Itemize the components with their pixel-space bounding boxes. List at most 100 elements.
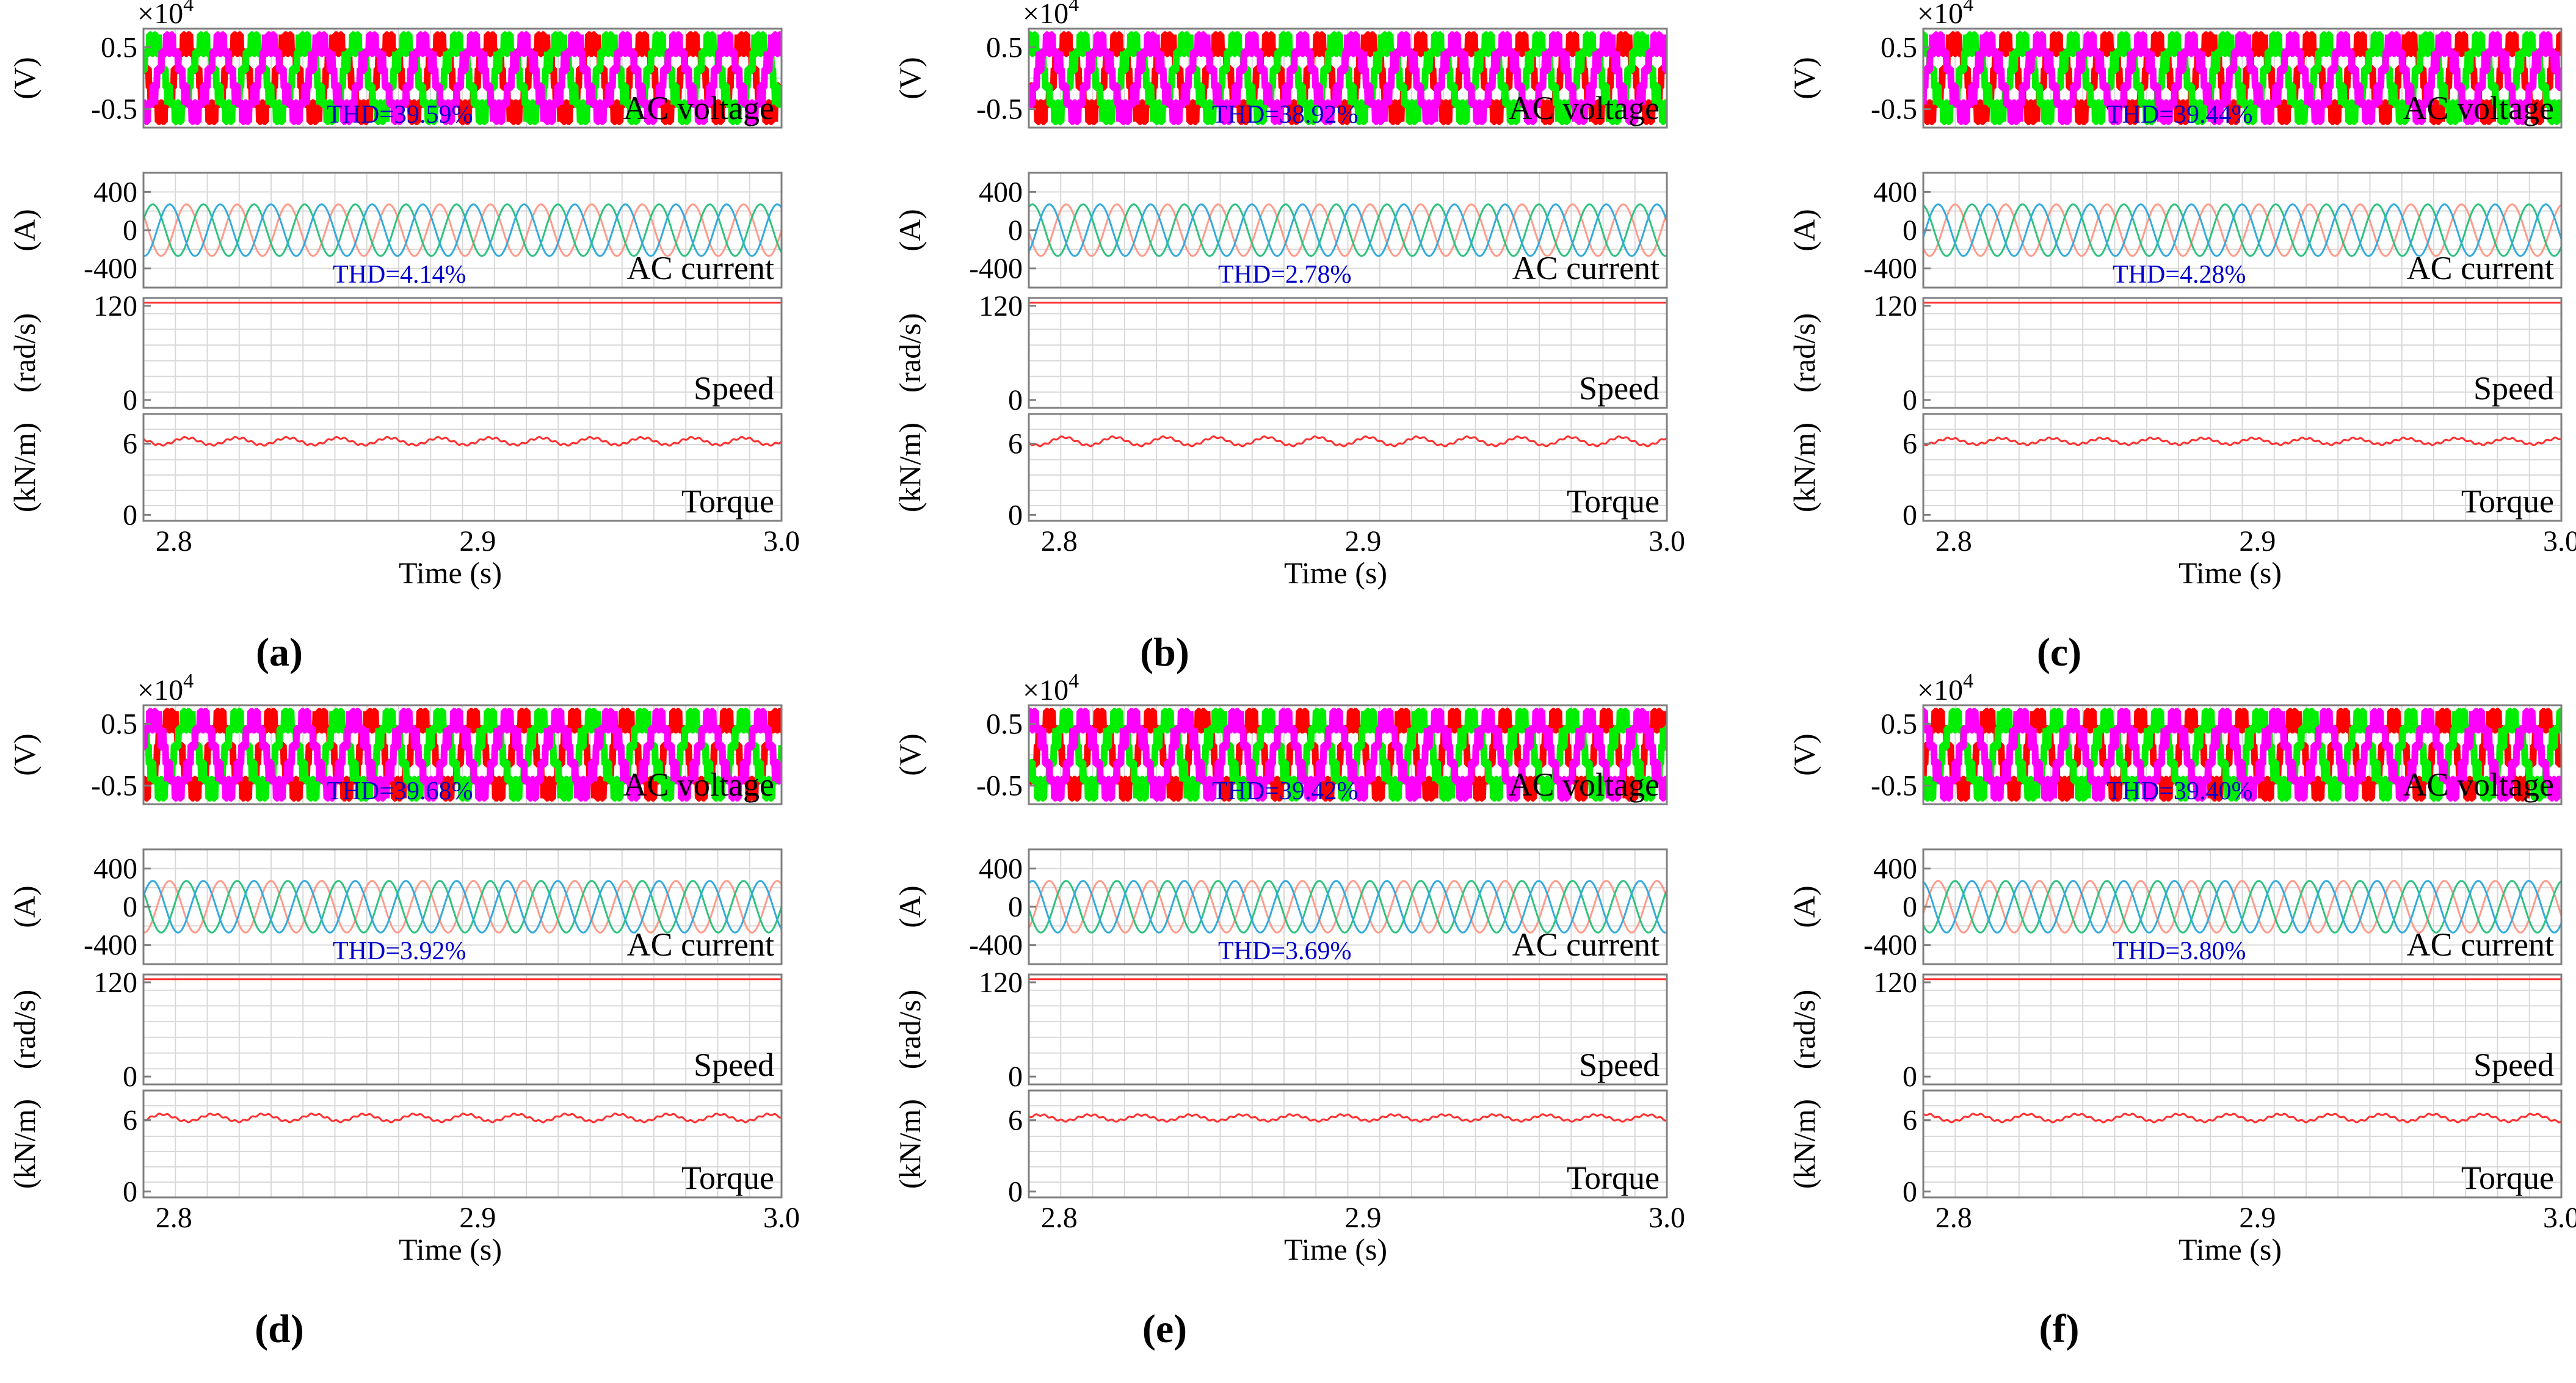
y-tick-label: -0.5	[1871, 93, 1917, 126]
y-axis-label: (A)	[7, 885, 42, 927]
y-tick-label: 120	[1873, 967, 1917, 999]
subplot-title: Speed	[1579, 370, 1660, 407]
voltage-thd-annotation: THD=39.42%	[1212, 777, 1359, 805]
panel-label: (a)	[256, 630, 303, 675]
voltage-series-line	[1029, 708, 1667, 802]
subplot-title: AC current	[627, 926, 774, 963]
subplot-title: Torque	[1567, 483, 1660, 520]
current-thd-annotation: THD=3.92%	[333, 937, 466, 965]
y-tick-label: 0	[1008, 891, 1023, 923]
subplot-speed: 120 0 Speed	[93, 967, 783, 1093]
subplot-title: AC voltage	[1509, 90, 1660, 126]
y-axis-label: (rad/s)	[893, 990, 927, 1070]
voltage-exponent-power: 4	[1068, 0, 1079, 16]
subplot-frame	[142, 27, 783, 129]
subplot-current: 400 0 -400 AC current THD=4.28%	[1863, 172, 2563, 289]
series-group	[1029, 435, 1667, 448]
x-tick-label: 2.8	[156, 525, 192, 557]
current-series-line	[1029, 203, 1667, 257]
series-group	[1923, 1113, 2561, 1123]
x-tick-label: 2.9	[2239, 1202, 2276, 1234]
y-tick-label: -400	[84, 929, 137, 962]
y-tick-label: 120	[1873, 290, 1917, 322]
current-series-line	[1029, 880, 1667, 934]
y-tick-label: 0	[1903, 1061, 1917, 1093]
series-group	[1029, 708, 1667, 802]
y-tick-label: -400	[969, 929, 1023, 962]
current-thd-annotation: THD=4.28%	[2113, 261, 2246, 289]
voltage-thd-annotation: THD=39.68%	[327, 777, 473, 805]
x-axis-label: Time (s)	[1284, 1232, 1387, 1266]
subplot-frame	[1922, 27, 2563, 129]
x-axis-label: Time (s)	[399, 556, 502, 590]
y-axis-label: (V)	[1787, 57, 1821, 99]
subplot-frame	[1028, 704, 1668, 805]
y-tick-label: 0.5	[101, 708, 137, 740]
y-axis-label: (kN/m)	[7, 1099, 42, 1189]
y-axis-label: (rad/s)	[7, 990, 42, 1070]
subplot-title: Speed	[1579, 1047, 1660, 1083]
y-axis-label: (kN/m)	[1787, 423, 1821, 512]
series-group	[1923, 31, 2561, 125]
x-axis-label: Time (s)	[2179, 1232, 2282, 1266]
y-tick-label: -0.5	[976, 93, 1023, 126]
subplot-torque: 6 0 Torque	[1903, 1089, 2563, 1208]
y-tick-label: 0	[1903, 384, 1917, 416]
y-tick-label: 6	[123, 428, 137, 460]
current-series-line	[1029, 203, 1667, 257]
series-group	[143, 435, 782, 447]
y-tick-label: 0	[1008, 499, 1023, 531]
series-group	[143, 31, 782, 125]
y-tick-label: 6	[123, 1105, 137, 1137]
y-axis-label: (rad/s)	[1787, 313, 1821, 393]
subplot-title: Speed	[2473, 370, 2554, 407]
series-group	[143, 1113, 782, 1123]
voltage-thd-annotation: THD=39.59%	[327, 101, 473, 129]
torque-series-line	[1029, 1113, 1667, 1123]
y-tick-label: 6	[1903, 428, 1917, 460]
torque-series-line	[1923, 1113, 2561, 1123]
subplot-torque: 6 0 Torque	[1008, 1089, 1668, 1208]
series-group	[1923, 203, 2561, 257]
subplot-voltage: 0.5 -0.5 AC voltage THD=39.42%	[976, 704, 1668, 805]
voltage-series-line	[143, 708, 782, 802]
torque-series-line	[143, 1113, 782, 1123]
y-tick-label: 400	[979, 176, 1023, 208]
y-axis-label: (V)	[893, 733, 927, 775]
voltage-exponent-base: ×10	[137, 674, 183, 706]
subplot-frame	[1922, 413, 2563, 522]
y-tick-label: 0.5	[1881, 31, 1917, 64]
current-thd-annotation: THD=3.69%	[1218, 937, 1352, 965]
voltage-exponent-label: ×104	[1917, 670, 1973, 706]
grid-lines	[143, 1091, 782, 1197]
subplot-title: AC current	[627, 250, 774, 286]
subplot-frame	[142, 413, 783, 522]
subplot-title: Speed	[694, 370, 774, 407]
torque-series-line	[1923, 437, 2561, 446]
voltage-exponent-power: 4	[1963, 0, 1973, 16]
subplot-frame	[142, 973, 783, 1086]
subplot-frame	[1922, 704, 2563, 805]
y-axis-label: (V)	[893, 57, 927, 99]
subplot-frame	[1028, 27, 1668, 129]
subplot-torque: 6 0 Torque	[123, 413, 783, 531]
x-tick-label: 2.9	[459, 525, 496, 557]
y-axis-label: (V)	[7, 57, 42, 99]
voltage-thd-annotation: THD=39.40%	[2106, 777, 2253, 805]
subplot-frame	[1922, 297, 2563, 409]
subplot-speed: 120 0 Speed	[1873, 290, 2563, 416]
y-tick-label: 0	[1903, 891, 1917, 923]
y-tick-label: 6	[1008, 1105, 1023, 1137]
subplot-current: 400 0 -400 AC current THD=3.92%	[84, 848, 783, 965]
subplot-torque: 6 0 Torque	[1008, 413, 1668, 531]
x-tick-label: 2.9	[2239, 525, 2276, 557]
subplot-title: AC current	[1512, 926, 1660, 963]
y-tick-label: 0	[123, 214, 137, 247]
series-group	[1029, 1113, 1667, 1123]
y-tick-label: 0	[1008, 214, 1023, 247]
y-tick-label: 120	[979, 290, 1023, 322]
current-series-line	[1923, 880, 2561, 934]
panel-label: (c)	[2037, 630, 2081, 675]
y-axis-label: (kN/m)	[893, 423, 927, 512]
